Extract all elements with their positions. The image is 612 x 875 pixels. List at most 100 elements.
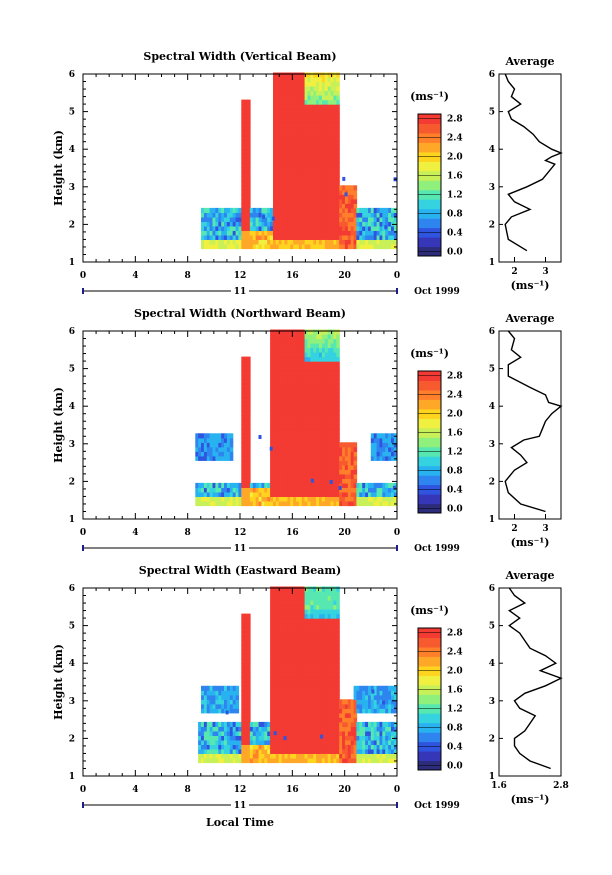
heatmap-cell xyxy=(316,694,320,700)
heatmap-cell xyxy=(247,144,251,150)
heatmap-cell xyxy=(327,212,332,218)
heatmap-cell xyxy=(261,739,265,745)
heatmap-cell xyxy=(201,225,205,231)
heatmap-cell xyxy=(359,708,363,714)
y-tick-label: 6 xyxy=(69,70,75,80)
heatmap-cell xyxy=(235,699,240,705)
heatmap-cell xyxy=(307,419,311,425)
heatmap-cell xyxy=(212,491,216,497)
heatmap-cell xyxy=(203,496,208,502)
heatmap-cell xyxy=(327,144,332,150)
colorbar-segment xyxy=(418,437,441,448)
heatmap-cell xyxy=(359,753,363,759)
day-label: 11 xyxy=(234,801,247,811)
heatmap-cell xyxy=(209,708,214,714)
heatmap-cell xyxy=(333,446,337,452)
heatmap-cell xyxy=(301,198,306,204)
heatmap-cell xyxy=(275,609,280,615)
heatmap-cell xyxy=(290,437,294,443)
heatmap-cell xyxy=(298,144,303,150)
heatmap-cell xyxy=(319,347,323,353)
heatmap-cell xyxy=(376,491,381,497)
heatmap-cell xyxy=(393,442,398,448)
heatmap-cell xyxy=(273,654,277,660)
heatmap-cell xyxy=(370,455,375,461)
heatmap-cell xyxy=(310,225,314,231)
heatmap-cell xyxy=(330,501,334,507)
heatmap-cell xyxy=(298,153,303,159)
heatmap-cell xyxy=(226,690,231,696)
heatmap-cell xyxy=(275,758,280,764)
heatmap-cell xyxy=(301,207,306,213)
heatmap-cell xyxy=(330,104,334,110)
heatmap-cell xyxy=(229,487,234,493)
heatmap-cell xyxy=(330,198,334,204)
heatmap-cell xyxy=(281,591,286,597)
heatmap-cell xyxy=(287,627,291,633)
heatmap-cell xyxy=(238,234,242,240)
heatmap-cell xyxy=(252,501,257,507)
heatmap-cell xyxy=(379,482,383,488)
heatmap-cell xyxy=(278,117,283,123)
heatmap-cell xyxy=(316,135,320,141)
heatmap-cell xyxy=(307,234,311,240)
heatmap-cell xyxy=(244,437,248,443)
heatmap-cell xyxy=(327,234,332,240)
heatmap-cell xyxy=(264,225,268,231)
heatmap-cell xyxy=(327,428,332,434)
heatmap-cell xyxy=(201,496,205,502)
heatmap-cell xyxy=(290,374,294,380)
heatmap-cell xyxy=(382,234,386,240)
heatmap-cell xyxy=(385,685,389,691)
heatmap-cell xyxy=(319,401,323,407)
heatmap-cell xyxy=(333,113,337,119)
heatmap-cell xyxy=(330,158,334,164)
heatmap-cell xyxy=(264,758,268,764)
heatmap-cell xyxy=(281,604,286,610)
heatmap-cell xyxy=(273,171,277,177)
heatmap-cell xyxy=(247,207,251,213)
heatmap-cell xyxy=(290,343,294,349)
heatmap-cell xyxy=(247,442,251,448)
heatmap-cell xyxy=(307,158,311,164)
heatmap-cell xyxy=(321,361,326,367)
heatmap-cell xyxy=(284,122,288,128)
heatmap-cell xyxy=(350,230,355,236)
heatmap-cell xyxy=(296,144,300,150)
heatmap-cell xyxy=(336,663,340,669)
heatmap-cell xyxy=(324,595,329,601)
heatmap-cell xyxy=(249,487,254,493)
colorbar-segment xyxy=(418,684,441,695)
heatmap-cell xyxy=(310,735,314,741)
heatmap-cell xyxy=(278,600,283,606)
heatmap-cell xyxy=(247,482,251,488)
heatmap-cell xyxy=(301,645,306,651)
heatmap-cell xyxy=(316,758,320,764)
heatmap-cell xyxy=(287,185,291,191)
heatmap-cell xyxy=(368,721,372,727)
heatmap-cell xyxy=(316,496,320,502)
heatmap-cell xyxy=(370,207,375,213)
heatmap-cell xyxy=(307,356,311,362)
heatmap-cell xyxy=(327,442,332,448)
heatmap-cell xyxy=(209,433,214,439)
heatmap-cell xyxy=(342,469,346,475)
heatmap-cell xyxy=(324,392,329,398)
heatmap-cell xyxy=(296,365,300,371)
x-tick-label: 16 xyxy=(286,271,299,281)
heatmap-cell xyxy=(287,113,291,119)
heatmap-cell xyxy=(284,239,288,245)
heatmap-cell xyxy=(327,591,332,597)
heatmap-cell xyxy=(379,491,383,497)
heatmap-cell xyxy=(270,374,274,380)
heatmap-cell xyxy=(298,600,303,606)
heatmap-cell xyxy=(198,482,202,488)
colorbar-segment xyxy=(418,713,441,724)
colorbar-frame xyxy=(417,627,442,771)
heatmap-cell xyxy=(362,491,366,497)
heatmap-cell xyxy=(241,758,245,764)
heatmap-cell xyxy=(319,180,323,186)
heatmap-cell xyxy=(281,104,286,110)
heatmap-cell xyxy=(301,622,306,628)
heatmap-cell xyxy=(273,415,277,421)
